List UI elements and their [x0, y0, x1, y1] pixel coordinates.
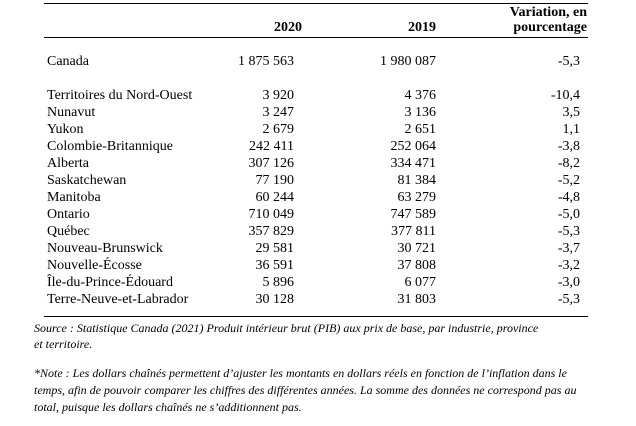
value-2020: 77 190	[255, 173, 295, 188]
value-2020: 30 128	[255, 292, 295, 307]
row-label: Colombie-Britannique	[47, 139, 173, 154]
variation-header-line2: pourcentage	[513, 20, 587, 35]
col-header-variation: Variation, en pourcentage	[437, 3, 588, 38]
row-label: Nouveau-Brunswick	[47, 241, 163, 256]
value-2020: 3 247	[262, 105, 295, 120]
value-variation: -3,8	[557, 139, 580, 154]
value-2019: 63 279	[397, 190, 437, 205]
value-2019: 252 064	[390, 139, 437, 154]
value-2019: 37 808	[397, 258, 437, 273]
table-row-saskatchewan: Saskatchewan 77 190 81 384 -5,2	[44, 172, 588, 189]
value-variation: -8,2	[557, 156, 580, 171]
header-row: 2020 2019 Variation, en pourcentage	[44, 3, 588, 38]
row-label: Saskatchewan	[47, 173, 127, 188]
note-line: temps, afin de pouvoir comparer les chif…	[34, 383, 577, 397]
row-label: Terre-Neuve-et-Labrador	[47, 292, 189, 307]
value-variation: -5,3	[557, 54, 580, 69]
spacer-row	[44, 38, 588, 54]
value-2020: 2 679	[262, 122, 295, 137]
value-variation: -5,3	[557, 224, 580, 239]
value-2019: 81 384	[397, 173, 437, 188]
gdp-by-province-table: 2020 2019 Variation, en pourcentage Cana…	[44, 3, 588, 317]
value-2020: 1 875 563	[238, 54, 294, 69]
value-2019: 747 589	[390, 207, 437, 222]
spacer-row	[44, 308, 588, 317]
value-2020: 5 896	[262, 275, 295, 290]
value-variation: -3,2	[557, 258, 580, 273]
value-2020: 242 411	[249, 139, 294, 154]
row-label: Île-du-Prince-Édouard	[47, 275, 173, 290]
row-label: Nunavut	[47, 105, 96, 120]
source-line: et territoire.	[34, 336, 93, 351]
value-2019: 334 471	[390, 156, 437, 171]
note-line: *Note : Les dollars chaînés permettent d…	[34, 366, 567, 380]
table-row-nouvelle-ecosse: Nouvelle-Écosse 36 591 37 808 -3,2	[44, 257, 588, 274]
value-variation: 3,5	[562, 105, 581, 120]
gdp-table-container: 2020 2019 Variation, en pourcentage Cana…	[44, 3, 596, 317]
value-variation: -3,0	[557, 275, 580, 290]
table-row-canada: Canada 1 875 563 1 980 087 -5,3	[44, 53, 588, 70]
table-row-ile-du-prince-edouard: Île-du-Prince-Édouard 5 896 6 077 -3,0	[44, 274, 588, 291]
table-row-territoires-du-nord-ouest: Territoires du Nord-Ouest 3 920 4 376 -1…	[44, 87, 588, 104]
value-variation: -3,7	[557, 241, 580, 256]
value-2019: 6 077	[404, 275, 437, 290]
table-row-alberta: Alberta 307 126 334 471 -8,2	[44, 155, 588, 172]
table-row-colombie-britannique: Colombie-Britannique 242 411 252 064 -3,…	[44, 138, 588, 155]
value-variation: -4,8	[557, 190, 580, 205]
source-line: Source : Statistique Canada (2021) Produ…	[34, 321, 539, 335]
row-label: Canada	[47, 54, 89, 69]
value-2020: 60 244	[255, 190, 295, 205]
row-label: Manitoba	[47, 190, 101, 205]
value-2019: 377 811	[391, 224, 436, 239]
methodology-note: *Note : Les dollars chaînés permettent d…	[34, 365, 596, 416]
value-2020: 357 829	[248, 224, 295, 239]
value-2019: 4 376	[404, 88, 437, 103]
value-variation: -10,4	[550, 88, 580, 103]
table-row-ontario: Ontario 710 049 747 589 -5,0	[44, 206, 588, 223]
row-label: Territoires du Nord-Ouest	[47, 88, 193, 103]
value-2020: 29 581	[255, 241, 295, 256]
value-2019: 3 136	[404, 105, 437, 120]
table-row-terre-neuve-et-labrador: Terre-Neuve-et-Labrador 30 128 31 803 -5…	[44, 291, 588, 308]
variation-header-line1: Variation, en	[509, 5, 587, 20]
value-variation: -5,0	[557, 207, 580, 222]
col-header-2020: 2020	[224, 3, 304, 38]
note-line: total, puisque les dollars chaînés ne s’…	[34, 400, 302, 414]
row-label: Nouvelle-Écosse	[47, 258, 142, 273]
row-label: Ontario	[47, 207, 90, 222]
table-row-nouveau-brunswick: Nouveau-Brunswick 29 581 30 721 -3,7	[44, 240, 588, 257]
row-label: Yukon	[47, 122, 84, 137]
spacer-row	[44, 70, 588, 87]
report-page: 2020 2019 Variation, en pourcentage Cana…	[34, 3, 596, 416]
table-row-yukon: Yukon 2 679 2 651 1,1	[44, 121, 588, 138]
table-row-manitoba: Manitoba 60 244 63 279 -4,8	[44, 189, 588, 206]
value-2019: 1 980 087	[380, 54, 436, 69]
value-2019: 30 721	[397, 241, 437, 256]
value-2020: 710 049	[248, 207, 295, 222]
value-2020: 3 920	[262, 88, 295, 103]
col-header-empty	[44, 3, 224, 38]
value-variation: 1,1	[562, 122, 581, 137]
source-note: Source : Statistique Canada (2021) Produ…	[34, 321, 596, 352]
value-variation: -5,3	[557, 292, 580, 307]
row-label: Québec	[47, 224, 90, 239]
value-2019: 31 803	[397, 292, 437, 307]
value-2019: 2 651	[404, 122, 437, 137]
col-header-2019: 2019	[304, 3, 437, 38]
row-label: Alberta	[47, 156, 89, 171]
value-2020: 307 126	[248, 156, 295, 171]
value-variation: -5,2	[557, 173, 580, 188]
table-row-quebec: Québec 357 829 377 811 -5,3	[44, 223, 588, 240]
table-row-nunavut: Nunavut 3 247 3 136 3,5	[44, 104, 588, 121]
value-2020: 36 591	[255, 258, 295, 273]
